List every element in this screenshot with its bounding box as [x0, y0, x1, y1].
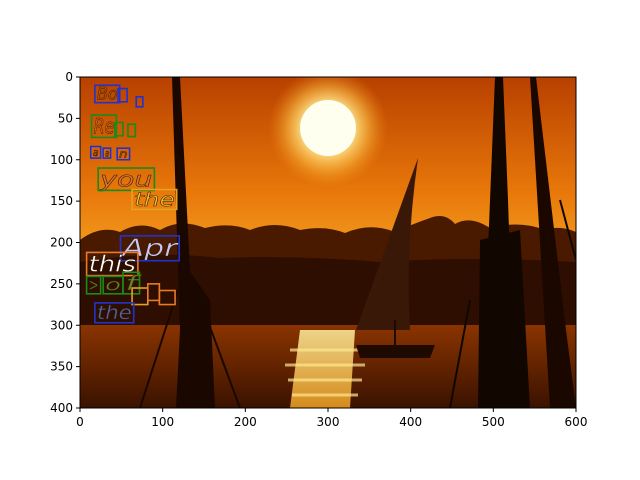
- text-instance-label: the: [97, 302, 132, 324]
- text-instance: Apr: [119, 234, 181, 262]
- text-instance-label: Bo: [97, 85, 118, 104]
- text-instance: >: [85, 275, 102, 295]
- text-instance: the: [131, 188, 178, 211]
- bounding-box: [119, 235, 181, 262]
- text-instance: a: [89, 145, 102, 159]
- x-tick-label: 400: [399, 415, 422, 429]
- bounding-box: [97, 167, 156, 192]
- x-tick-label: 200: [234, 415, 257, 429]
- x-tick-label: 300: [317, 415, 340, 429]
- text-instance-label: n: [119, 148, 127, 161]
- text-instance: a: [102, 147, 112, 160]
- y-tick-label: 50: [58, 111, 73, 125]
- bounding-box: [94, 302, 135, 324]
- y-tick-label: 300: [50, 318, 73, 332]
- y-tick-label: 200: [50, 236, 73, 250]
- bounding-box: [90, 114, 118, 139]
- text-instance-label: a: [105, 148, 109, 159]
- bounding-box: [94, 84, 121, 104]
- bounding-box: [122, 271, 141, 295]
- text-instance: [135, 96, 144, 108]
- text-instance: [127, 123, 137, 138]
- bounding-box: [85, 251, 139, 277]
- y-tick-label: 250: [50, 277, 73, 291]
- x-tick-label: 500: [482, 415, 505, 429]
- text-instance-label: o: [105, 276, 121, 295]
- text-instance-label: this: [89, 252, 136, 277]
- text-instance: [113, 121, 124, 137]
- text-instance-label: Apr: [120, 234, 179, 262]
- text-instance: this: [85, 251, 139, 278]
- text-instance-label: >: [89, 276, 99, 295]
- x-tick-label: 0: [76, 415, 84, 429]
- text-instance: the: [94, 302, 135, 324]
- text-instance: you: [97, 167, 156, 193]
- y-tick-label: 150: [50, 194, 73, 208]
- bounding-box: [89, 145, 102, 159]
- x-tick-label: 100: [151, 415, 174, 429]
- y-tick-label: 400: [50, 401, 73, 415]
- bounding-box: [135, 96, 144, 108]
- text-instance: Re: [90, 114, 118, 140]
- bounding-box: [116, 147, 131, 161]
- text-instance: n: [116, 147, 131, 161]
- y-axis: 0 50 100 150 200 250 300 350 400: [50, 70, 80, 415]
- text-instance-label: a: [93, 146, 99, 159]
- y-tick-label: 100: [50, 153, 73, 167]
- text-instance: o: [102, 275, 124, 295]
- bounding-box: [85, 275, 102, 295]
- bounding-box: [127, 123, 137, 138]
- x-tick-label: 600: [565, 415, 588, 429]
- y-tick-label: 350: [50, 360, 73, 374]
- bounding-box: [131, 188, 178, 211]
- bounding-box: [102, 147, 112, 159]
- text-instance-label: you: [99, 167, 153, 192]
- y-tick-label: 0: [65, 70, 73, 84]
- bounding-box: [158, 289, 176, 306]
- text-instance: [117, 87, 128, 103]
- bounding-box: [117, 87, 128, 103]
- text-instance-label: the: [134, 189, 175, 211]
- text-instance: Bo: [94, 84, 121, 104]
- x-axis: 0 100 200 300 400 500 600: [76, 408, 587, 429]
- bounding-box: [113, 121, 124, 137]
- text-instance: [158, 289, 176, 306]
- text-instance-label: Re: [94, 114, 115, 139]
